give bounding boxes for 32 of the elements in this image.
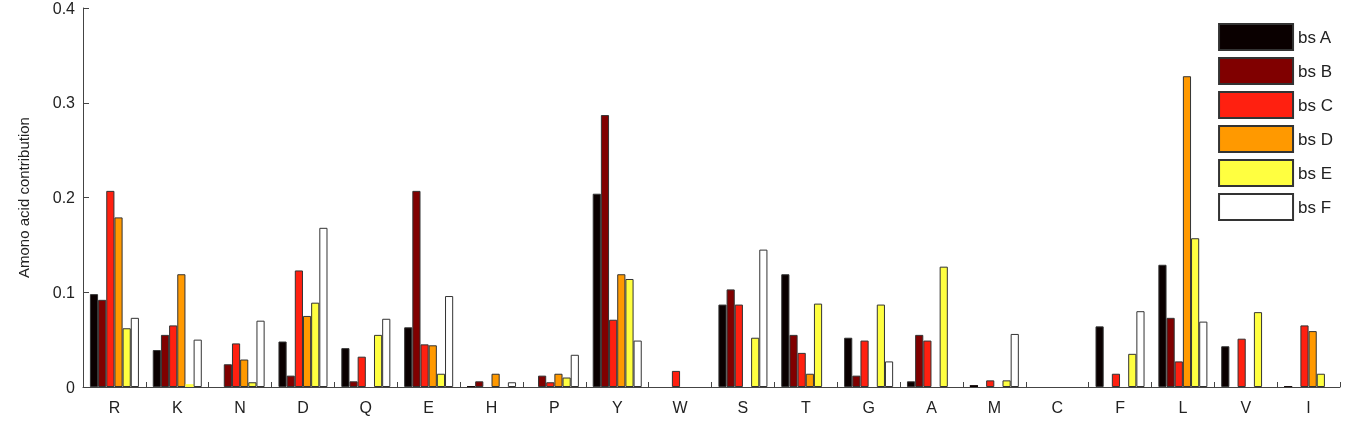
legend-label: bs B	[1298, 61, 1333, 81]
legend-label: bs D	[1298, 129, 1334, 149]
x-tick-label: M	[987, 398, 1001, 416]
x-tick-label: V	[1240, 398, 1252, 416]
x-tick-label: G	[862, 398, 875, 416]
x-tick-label: S	[737, 398, 749, 416]
y-tick-label: 0.4	[52, 0, 76, 17]
x-tick-label: H	[485, 398, 498, 416]
y-axis-title: Amono acid contribution	[15, 117, 32, 278]
y-tick-label: 0.1	[52, 283, 76, 301]
x-tick-label: N	[234, 398, 246, 416]
x-tick-label: L	[1178, 398, 1188, 416]
x-tick-label: P	[549, 398, 560, 416]
x-tick-label: Q	[359, 398, 373, 416]
x-tick-label: F	[1115, 398, 1126, 416]
legend-label: bs E	[1298, 163, 1333, 183]
x-tick-label: T	[800, 398, 811, 416]
x-tick-label: I	[1306, 398, 1311, 416]
legend-label: bs C	[1298, 95, 1334, 115]
y-tick-label: 0.2	[52, 189, 76, 206]
legend-label: bs A	[1298, 27, 1332, 47]
y-tick-label: 0	[66, 378, 76, 396]
x-tick-label: D	[297, 398, 309, 416]
x-tick-label: W	[672, 398, 689, 416]
x-tick-label: R	[108, 398, 121, 416]
x-tick-label: C	[1051, 398, 1063, 416]
legend-label: bs F	[1298, 197, 1332, 217]
y-tick-label: 0.3	[52, 94, 76, 112]
x-tick-label: K	[171, 398, 183, 416]
x-tick-label: E	[423, 398, 435, 416]
x-tick-label: A	[926, 398, 938, 416]
x-tick-label: Y	[611, 398, 623, 416]
